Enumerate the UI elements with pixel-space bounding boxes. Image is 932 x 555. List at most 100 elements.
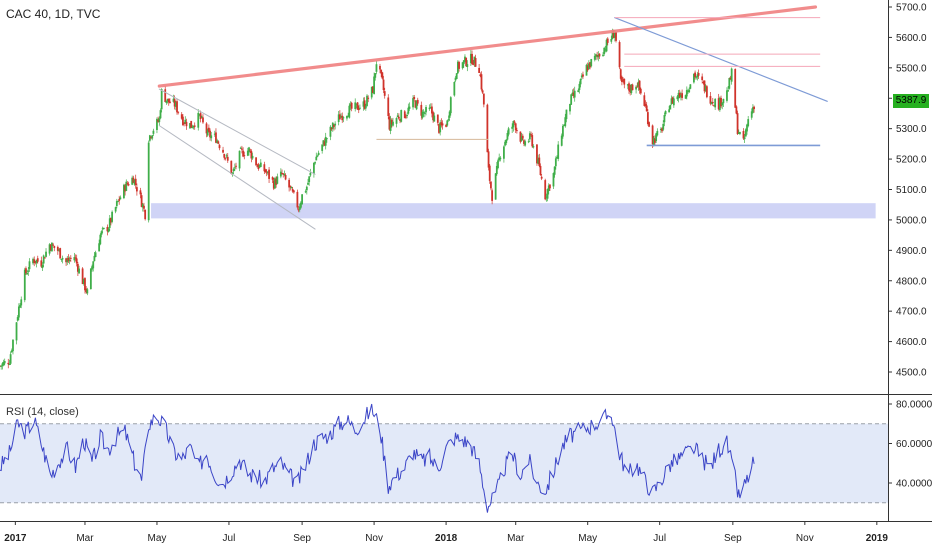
- candle-body: [538, 157, 541, 167]
- candle-body: [10, 350, 13, 353]
- candle-body: [56, 246, 59, 251]
- candle-body: [9, 354, 12, 364]
- candle-body: [76, 263, 79, 272]
- candle-body: [124, 185, 126, 192]
- candle-body: [337, 114, 340, 123]
- candle-body: [527, 141, 530, 143]
- candle-body: [615, 32, 617, 41]
- last-price-tag: 5387.9: [893, 94, 929, 108]
- candle-body: [628, 83, 630, 91]
- candle-body: [511, 126, 514, 129]
- candle-body: [156, 118, 158, 130]
- candle-body: [231, 172, 234, 174]
- descending-trendline: [614, 17, 828, 102]
- candle-body: [174, 102, 177, 107]
- candle-body: [200, 116, 203, 118]
- candle-body: [578, 83, 581, 90]
- candle-body: [589, 62, 591, 68]
- candle-body: [471, 53, 473, 64]
- candle-body: [744, 129, 747, 137]
- candle-body: [27, 270, 30, 272]
- candle-body: [110, 217, 112, 223]
- candle-body: [387, 97, 390, 117]
- candle-body: [232, 168, 235, 172]
- rsi-tick-label: 40.0000: [896, 479, 932, 490]
- candle-body: [300, 202, 302, 208]
- candle-body: [42, 255, 45, 264]
- candle-body: [192, 125, 195, 128]
- candle-body: [143, 205, 145, 209]
- candle-body: [407, 107, 410, 114]
- candle-body: [271, 177, 274, 180]
- candle-body: [125, 181, 128, 191]
- candle-body: [473, 56, 476, 64]
- candle-body: [671, 97, 674, 104]
- candle-body: [357, 108, 360, 111]
- candle-body: [226, 156, 229, 161]
- price-tick-label: 5000.0: [896, 215, 927, 226]
- candle-body: [150, 136, 152, 138]
- candle-body: [264, 169, 267, 173]
- candle-body: [752, 107, 754, 113]
- candle-body: [164, 89, 167, 102]
- candle-body: [215, 132, 217, 143]
- candle-body: [65, 258, 67, 263]
- candle-body: [622, 80, 624, 82]
- candle-body: [413, 96, 416, 100]
- candle-body: [86, 289, 89, 294]
- candle-body: [569, 103, 571, 112]
- candle-body: [292, 190, 295, 193]
- candle-body: [539, 165, 542, 176]
- candle-body: [25, 268, 27, 274]
- candle-body: [19, 305, 21, 308]
- candle-body: [587, 63, 590, 69]
- candle-body: [644, 103, 647, 106]
- candle-body: [536, 144, 538, 164]
- candle-body: [656, 130, 659, 136]
- candle-body: [314, 162, 316, 164]
- candle-body: [250, 151, 253, 159]
- candle-body: [593, 55, 596, 60]
- candle-body: [389, 119, 392, 131]
- candle-body: [356, 102, 359, 110]
- candle-body: [298, 206, 301, 210]
- candle-body: [677, 92, 680, 99]
- candle-body: [491, 190, 494, 201]
- candle-body: [672, 98, 675, 106]
- candle-body: [82, 278, 85, 284]
- candle-body: [626, 84, 629, 86]
- candle-body: [481, 90, 484, 93]
- candle-body: [408, 106, 411, 109]
- candle-body: [189, 123, 191, 129]
- candle-body: [696, 74, 699, 78]
- candle-body: [224, 157, 227, 159]
- candle-body: [478, 67, 481, 73]
- candle-body: [466, 64, 469, 68]
- time-tick-label: Mar: [507, 533, 525, 544]
- candle-body: [16, 317, 19, 321]
- candle-body: [705, 86, 708, 98]
- candle-body: [107, 228, 110, 232]
- candle-body: [331, 122, 334, 129]
- candle-body: [126, 183, 129, 185]
- candle-body: [552, 173, 555, 187]
- candle-body: [48, 244, 51, 254]
- candle-body: [425, 107, 427, 113]
- candle-body: [248, 147, 250, 153]
- candle-body: [1, 363, 4, 367]
- candle-body: [400, 110, 403, 122]
- candle-body: [274, 178, 276, 189]
- candle-body: [367, 97, 370, 99]
- candle-body: [183, 123, 185, 125]
- candle-body: [414, 100, 417, 108]
- candle-body: [431, 106, 433, 114]
- candle-body: [69, 257, 72, 259]
- candle-body: [15, 322, 18, 341]
- candle-body: [412, 98, 414, 108]
- candle-body: [66, 259, 69, 263]
- candle-body: [654, 138, 656, 143]
- candle-body: [301, 194, 304, 205]
- candle-body: [223, 154, 226, 158]
- candle-body: [123, 184, 125, 199]
- candle-body: [694, 72, 696, 78]
